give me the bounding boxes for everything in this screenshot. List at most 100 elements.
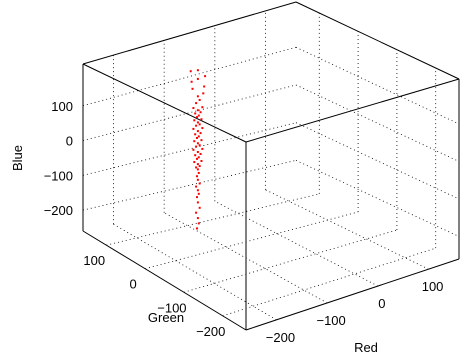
data-point [199,111,202,114]
data-point [195,227,198,230]
x-tick-label: −100 [316,313,345,328]
data-point [195,175,198,178]
data-point [195,185,198,188]
data-point [196,217,199,220]
data-point [195,145,198,148]
z-gridline [82,122,297,176]
data-point [196,142,199,145]
data-point [193,119,196,122]
data-point [196,163,199,166]
data-point [198,206,201,209]
data-point [200,160,203,163]
z-gridline [295,160,460,237]
z-gridline [82,159,297,211]
data-point [194,133,197,136]
data-point [198,144,201,147]
data-point [199,132,202,135]
data-point [191,87,194,90]
z-gridline [82,46,297,107]
data-point [198,165,201,168]
data-points [189,69,207,230]
data-point [198,123,201,126]
box-edge [82,230,247,331]
data-point [196,150,199,153]
box-edge [295,1,460,80]
z-tick-label: −100 [44,168,73,183]
y-axis-label: Green [148,310,184,325]
y-tick-label: −200 [196,324,225,339]
z-gridline [82,84,297,141]
data-point [200,118,203,121]
data-point [203,85,206,88]
data-point [197,222,200,225]
data-point [190,80,193,83]
x-gridline [113,223,277,321]
data-point [196,130,199,133]
data-point [197,114,200,117]
data-point [189,70,192,73]
data-point [196,95,199,98]
data-point [196,109,199,112]
data-point [196,168,199,171]
z-gridline [295,122,460,200]
x-tick-label: 100 [422,279,444,294]
data-point [193,140,196,143]
data-point [192,107,195,110]
data-point [195,116,198,119]
data-point [195,166,198,169]
data-point [196,189,199,192]
x-tick-label: 0 [378,296,385,311]
data-point [196,201,199,204]
data-point [196,121,199,124]
box-edge [82,63,247,143]
x-gridline [214,200,379,287]
y-gridline [222,247,436,317]
data-point [194,112,197,115]
y-tick-label: 100 [83,253,105,268]
z-tick-label: 100 [51,99,73,114]
z-gridline [295,84,460,162]
data-point [201,147,204,150]
y-tick-label: 0 [129,277,136,292]
data-point [195,211,198,214]
y-tick-label: −100 [157,300,186,315]
data-point [197,135,200,138]
x-axis-label: Red [354,340,378,355]
data-point [200,139,203,142]
data-point [193,161,196,164]
data-point [195,157,198,160]
data-point [202,92,205,95]
y-gridline [183,229,398,293]
data-point [192,127,195,130]
z-axis-label: Blue [10,145,25,171]
x-gridline [265,189,429,270]
data-point [201,127,204,130]
data-point [197,192,200,195]
data-point [197,156,200,159]
data-point [196,178,199,181]
tick-labels: 100 0 −100 −200 −200 −100 0 100 100 0 −100 −200 [44,99,444,345]
box-edge [245,258,460,331]
data-point [195,124,198,127]
data-point [195,196,198,199]
box-edge [245,78,460,143]
z-tick-label: −200 [44,203,73,218]
data-point [199,152,202,155]
data-point [198,98,201,101]
axes-box [82,1,460,331]
data-point [196,69,199,72]
data-point [194,154,197,157]
x-tick-label: −200 [266,330,295,345]
y-gridline [106,193,320,246]
z-tick-label: 0 [66,134,73,149]
data-point [201,106,204,109]
data-point [196,77,199,80]
box-edge [82,1,297,65]
data-point [195,102,198,105]
data-point [192,148,195,151]
data-point [197,171,200,174]
z-gridline [295,46,460,125]
y-gridline [144,211,359,270]
data-point [195,136,198,139]
